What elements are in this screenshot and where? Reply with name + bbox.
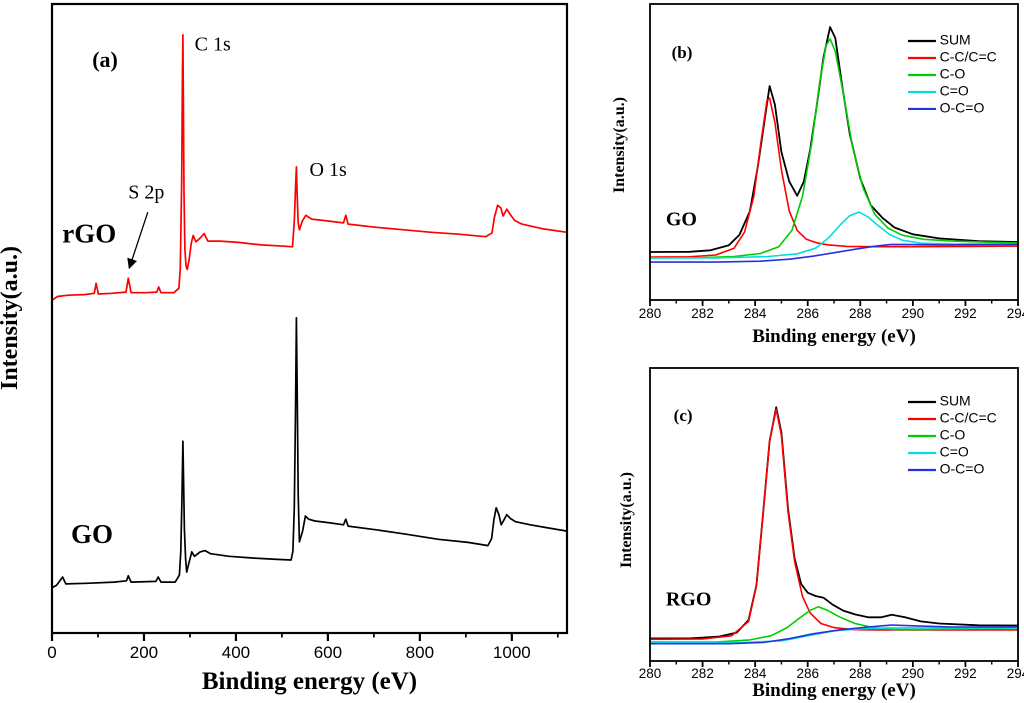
annotation-(a): (a) [92,47,118,72]
xtick-label: 400 [222,643,250,662]
xtick-label: 800 [406,643,434,662]
legend-label-O-C=O: O-C=O [940,461,985,477]
legend-label-SUM: SUM [940,393,971,409]
annotation-s-2p: S 2p [128,182,164,204]
annotation-rgo: RGO [666,589,712,611]
series-a-rGO survey [51,33,568,302]
legend-label-C=O: C=O [940,444,969,460]
y-axis-title-a: Intensity(a.u.) [0,246,23,390]
xtick-label: 600 [314,643,342,662]
xtick-label: 284 [744,666,767,681]
legend-label-C-C/C=C: C-C/C=C [940,49,997,65]
series-c-C-C/C=C [649,408,1019,641]
xtick-label: 280 [639,666,662,681]
annotation-(c): (c) [674,406,693,425]
series-b-C-C/C=C [649,97,1019,258]
xtick-label: 284 [744,306,767,321]
xtick-label: 282 [691,666,714,681]
annotation-o-1s: O 1s [310,159,347,181]
xtick-label: 290 [902,306,925,321]
xtick-label: 292 [954,306,977,321]
annotation-(b): (b) [672,43,693,62]
series-b-O-C=O [649,243,1019,263]
panel-a-frame [50,2,569,635]
xtick-label: 286 [796,666,819,681]
series-c-O-C=O [649,624,1019,645]
legend-label-SUM: SUM [940,32,971,48]
series-c-C-O [649,605,1019,643]
legend-label-C=O: C=O [940,83,969,99]
x-axis-title-c: Binding energy (eV) [752,680,916,701]
annotation-go: GO [71,519,113,549]
annotation-c-1s: C 1s [195,34,231,56]
legend-label-C-O: C-O [940,66,966,82]
xtick-label: 286 [796,306,819,321]
xtick-label: 0 [47,643,56,662]
xtick-label: 200 [130,643,158,662]
xtick-label: 1000 [493,643,531,662]
xtick-label: 282 [691,306,714,321]
legend-label-C-O: C-O [940,427,966,443]
annotation-rgo: rGO [62,218,116,248]
annotation-go: GO [666,208,697,230]
xtick-label: 292 [954,666,977,681]
xtick-label: 288 [849,666,872,681]
xtick-label: 288 [849,306,872,321]
series-b-C-O [649,38,1019,259]
xtick-label: 294 [1007,666,1024,681]
annotation-arrow-a [127,211,149,270]
legend-label-O-C=O: O-C=O [940,100,985,116]
series-b-C=O [649,211,1019,259]
x-axis-title-b: Binding energy (eV) [752,326,916,347]
y-axis-title-c: Intensity(a.u.) [618,472,635,568]
xtick-label: 294 [1007,306,1024,321]
legend-label-C-C/C=C: C-C/C=C [940,410,997,426]
xtick-label: 280 [639,306,662,321]
y-axis-title-b: Intensity(a.u.) [611,97,628,193]
xtick-label: 290 [902,666,925,681]
x-axis-title-a: Binding energy (eV) [202,668,417,695]
series-a-GO survey [51,317,568,589]
